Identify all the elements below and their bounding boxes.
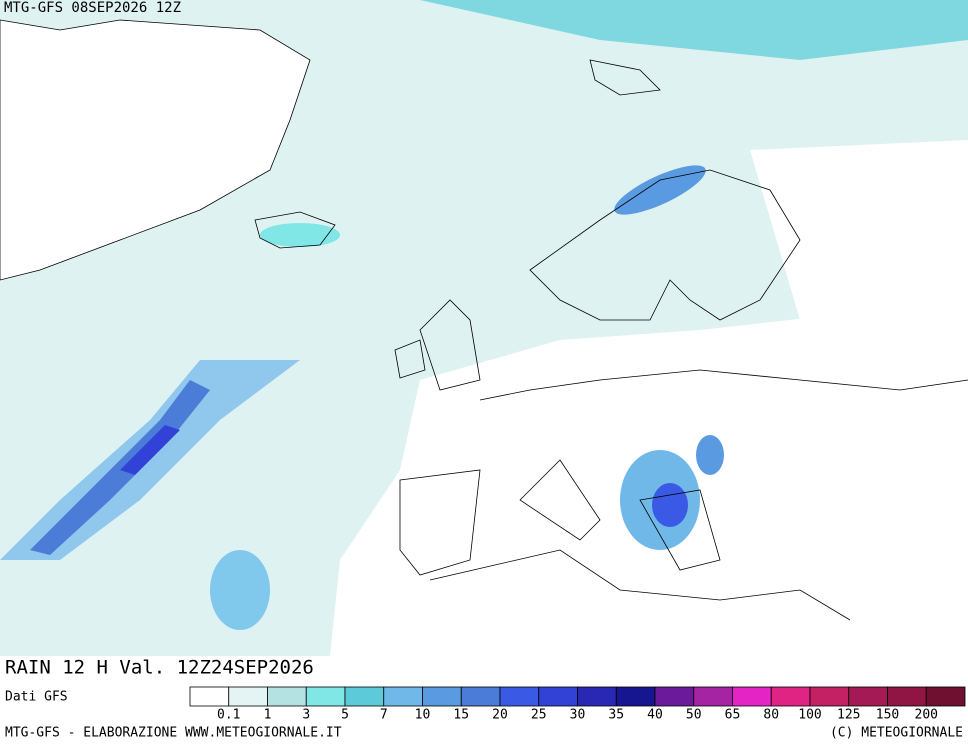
legend-label: 3 [302, 708, 310, 723]
legend-label: 20 [492, 708, 508, 723]
legend-label: 100 [798, 708, 821, 723]
legend-label: 150 [876, 708, 899, 723]
legend: 0.1 1 3 5 7 10 15 20 25 30 35 40 50 65 80 100 125 150 200 [189, 686, 966, 723]
legend-swatch [925, 686, 966, 707]
legend-label: 35 [608, 708, 624, 723]
rain-area [210, 550, 270, 630]
legend-label: 5 [341, 708, 349, 723]
legend-swatch [887, 686, 927, 707]
header-title: MTG-GFS 08SEP2026 12Z [4, 0, 181, 16]
legend-swatch [383, 686, 423, 707]
legend-label: 15 [453, 708, 469, 723]
legend-label: 200 [915, 708, 938, 723]
rain-area [30, 380, 210, 555]
legend-swatch [654, 686, 695, 707]
legend-swatch [228, 686, 268, 707]
legend-swatch [770, 686, 811, 707]
legend-label: 25 [531, 708, 547, 723]
legend-label: 80 [763, 708, 779, 723]
legend-swatch [693, 686, 733, 707]
legend-label: 10 [415, 708, 431, 723]
legend-swatch [538, 686, 578, 707]
legend-label: 125 [837, 708, 860, 723]
map-label: RAIN 12 H Val. 12Z24SEP2026 [5, 657, 314, 679]
rain-area [420, 0, 968, 60]
legend-swatch [499, 686, 540, 707]
legend-label: 7 [380, 708, 388, 723]
footer-right: (C) METEOGIORNALE [830, 726, 963, 741]
legend-label: 40 [647, 708, 663, 723]
legend-swatch [615, 686, 656, 707]
legend-swatch [422, 686, 462, 707]
svalbard [589, 59, 661, 96]
rain-area [260, 223, 340, 247]
legend-swatch [577, 686, 617, 707]
coastlines [399, 369, 968, 621]
legend-swatch [460, 686, 501, 707]
legend-swatch [848, 686, 888, 707]
legend-swatch [344, 686, 385, 707]
legend-swatch [189, 686, 230, 707]
legend-label: 50 [686, 708, 702, 723]
footer-left: MTG-GFS - ELABORAZIONE WWW.METEOGIORNALE… [5, 726, 342, 741]
rain-area [696, 435, 724, 475]
legend-swatch [809, 686, 850, 707]
legend-label: 1 [264, 708, 272, 723]
greenland [0, 19, 311, 281]
dry-area [750, 140, 968, 320]
legend-swatch [305, 686, 346, 707]
rain-area [652, 483, 688, 527]
britain [419, 299, 481, 391]
legend-label: 65 [725, 708, 741, 723]
ireland [394, 339, 426, 379]
scandinavia [529, 169, 801, 321]
legend-label: 0.1 [217, 708, 240, 723]
legend-swatch [267, 686, 307, 707]
legend-label: 30 [570, 708, 586, 723]
legend-swatch [732, 686, 772, 707]
iceland [254, 211, 336, 249]
source: Dati GFS [5, 690, 68, 705]
rain-area [120, 425, 180, 475]
map [0, 0, 968, 656]
rain-area [614, 165, 706, 215]
